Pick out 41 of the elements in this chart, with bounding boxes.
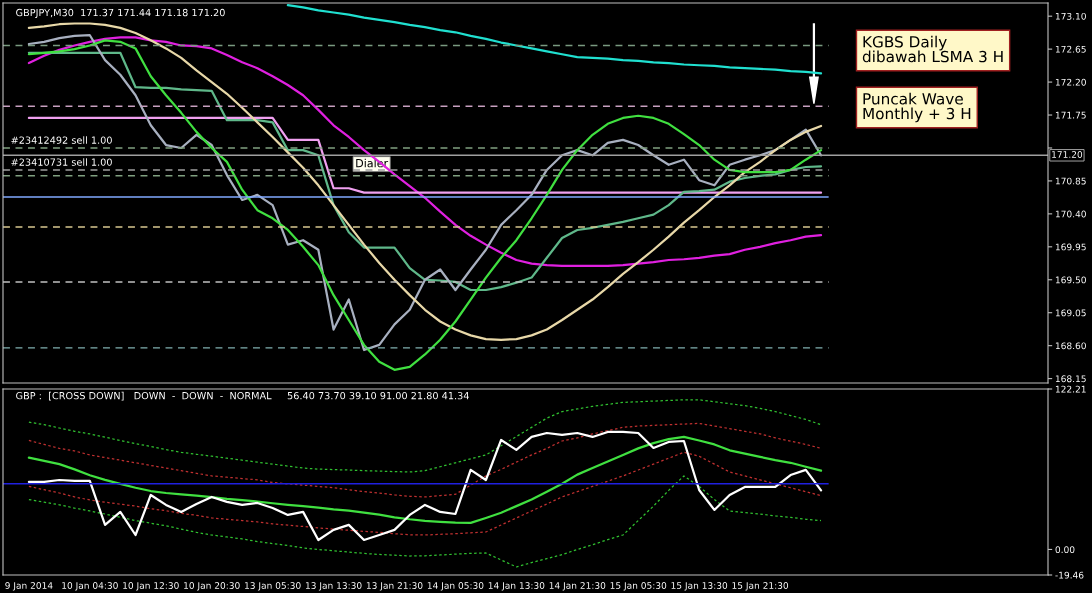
y-tick-label: 0.00 [1055, 546, 1075, 554]
x-tick-label: 10 Jan 12:30 [123, 582, 179, 591]
x-tick-label: 15 Jan 21:30 [732, 582, 789, 591]
text: GBPJPY,M30 171.37 171.44 171.18 171.20 [16, 8, 225, 19]
chart-title: GBP : [CROSS DOWN] DOWN - DOWN - NORMAL 56.40 73.70 39.10 91.00 21.80 41.34 [16, 391, 469, 401]
y-tick-label: 171.75 [1055, 111, 1086, 119]
y-tick-label: 172.20 [1055, 78, 1086, 86]
y-tick-label: 169.95 [1055, 243, 1086, 251]
line-series [27, 430, 823, 542]
y-tick-label: 122.21 [1055, 385, 1086, 393]
line-series [286, 4, 823, 75]
x-tick-label: 10 Jan 20:30 [184, 582, 240, 591]
y-tick-label: 170.40 [1055, 210, 1086, 218]
ref-line-label: #23410731 sell 1.00 [11, 158, 112, 166]
y-tick-label: -19.46 [1055, 571, 1084, 579]
ref-line-label: #23412492 sell 1.00 [11, 136, 112, 144]
y-tick-label: 169.50 [1055, 276, 1086, 284]
x-tick-label: 13 Jan 21:30 [366, 582, 423, 591]
y-tick-label: 168.60 [1055, 342, 1086, 350]
x-tick-label: 14 Jan 05:30 [427, 582, 484, 591]
x-tick-label: 15 Jan 13:30 [671, 582, 728, 591]
line-series [28, 475, 822, 568]
x-tick-label: 14 Jan 21:30 [549, 582, 606, 591]
line-series [28, 399, 822, 473]
text: KGBS Daily dibawah LSMA 3 H [862, 35, 1003, 63]
text: Puncak Wave Monthly + 3 H [863, 92, 971, 123]
line-series [28, 451, 822, 536]
x-tick-label: 13 Jan 13:30 [305, 582, 362, 591]
y-tick-label: 168.15 [1055, 375, 1086, 383]
line-series [28, 422, 822, 498]
y-tick-label: 170.85 [1055, 177, 1086, 185]
y-tick-label: 173.10 [1055, 12, 1086, 20]
line-series [27, 435, 823, 525]
x-tick-label: 15 Jan 05:30 [610, 582, 667, 591]
y-tick-label: 169.05 [1055, 309, 1086, 317]
y-tick-label: 172.65 [1055, 45, 1086, 53]
x-tick-label: 9 Jan 2014 [5, 582, 53, 591]
x-tick-label: 14 Jan 13:30 [488, 582, 545, 591]
x-tick-label: 13 Jan 05:30 [245, 582, 301, 591]
ref-line-label: 171.20 [1052, 151, 1083, 158]
x-tick-label: 10 Jan 04:30 [62, 582, 118, 591]
